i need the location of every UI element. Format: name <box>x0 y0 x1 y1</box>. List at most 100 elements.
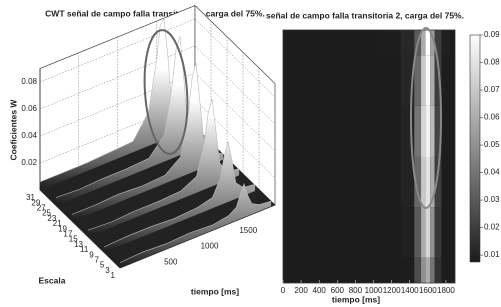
heatmap-cell <box>378 157 401 208</box>
colorbar-tick-label: 0.04 <box>484 168 500 177</box>
y-tick-label: 9 <box>89 250 94 259</box>
heatmap-cell <box>441 207 450 258</box>
heatmap-cell <box>351 258 378 283</box>
heatmap-cell <box>450 30 455 55</box>
x-tick-label: 1600 <box>419 286 437 295</box>
heatmap-cell <box>450 258 455 283</box>
x-tick-label: 800 <box>349 286 363 295</box>
heatmap-cell <box>441 30 450 55</box>
heatmap-cell <box>324 258 351 283</box>
heatmap-cell <box>421 207 426 258</box>
heatmap-cell <box>414 207 421 258</box>
x-tick-label: 400 <box>313 286 327 295</box>
heatmap-cell <box>421 30 426 55</box>
heatmap-cell <box>324 207 351 258</box>
heatmap-cell <box>441 106 450 157</box>
heatmap-cell <box>283 30 297 55</box>
x-tick-label: 200 <box>294 286 308 295</box>
chart-title: señal de campo falla transitoria 2, carg… <box>266 10 464 20</box>
z-tick-label: 0.08 <box>21 77 37 86</box>
heatmap-cell <box>426 207 431 258</box>
y-axis-label: Escala <box>39 275 66 285</box>
heatmap-cell <box>297 30 324 55</box>
heatmap-cell <box>351 106 378 157</box>
colorbar-tick-label: 0.02 <box>484 223 500 232</box>
heatmap-cell <box>283 157 297 208</box>
colorbar-tick-label: 0.08 <box>484 58 500 67</box>
x-tick-label: 1500 <box>239 226 257 235</box>
z-axis-label: Coeficientes W <box>8 99 18 161</box>
heatmap-cell <box>430 55 435 106</box>
heatmap-cell <box>426 55 431 106</box>
heatmap-cell <box>324 106 351 157</box>
heatmap-cell <box>283 258 297 283</box>
heatmap-cell <box>401 258 415 283</box>
heatmap-cell <box>441 258 450 283</box>
y-tick-label: 5 <box>100 261 105 270</box>
heatmap-cell <box>378 30 401 55</box>
heatmap-cell <box>351 157 378 208</box>
heatmap-cell <box>450 207 455 258</box>
heatmap-cell <box>421 258 426 283</box>
y-tick-label: 7 <box>95 256 100 265</box>
z-tick-label: 0.06 <box>21 104 37 113</box>
heatmap-cell <box>421 157 426 208</box>
colorbar-tick-label: 0.09 <box>484 30 500 39</box>
y-tick-label: 1 <box>111 271 116 280</box>
x-tick-label: 1800 <box>437 286 455 295</box>
x-tick-label: 500 <box>164 257 178 266</box>
heatmap-cell <box>297 258 324 283</box>
heatmap-cell <box>324 30 351 55</box>
heatmap-cell <box>283 106 297 157</box>
figure: CWT señal de campo falla transitoria 2, … <box>0 0 501 307</box>
heatmap-cell <box>426 30 431 55</box>
heatmap-cell <box>324 157 351 208</box>
colorbar-tick-label: 0.01 <box>484 250 500 259</box>
colorbar-tick-label: 0.07 <box>484 85 500 94</box>
heatmap-cell <box>297 157 324 208</box>
heatmap-cell <box>414 106 421 157</box>
heatmap-cell <box>378 258 401 283</box>
colorbar-tick-label: 0.06 <box>484 113 500 122</box>
z-tick-label: 0.04 <box>21 131 37 140</box>
heatmap-cell <box>435 207 442 258</box>
x-tick-label: 0 <box>281 286 286 295</box>
heatmap-cell <box>421 106 426 157</box>
x-tick-label: 1000 <box>201 242 219 251</box>
y-tick-label: 3 <box>105 266 110 275</box>
heatmap-cell <box>430 106 435 157</box>
z-tick-label: 0.02 <box>21 158 37 167</box>
heatmap-cell <box>351 55 378 106</box>
heatmap-cell <box>435 258 442 283</box>
heatmap-cell <box>324 55 351 106</box>
heatmap-cell <box>297 55 324 106</box>
heatmap-cell <box>450 55 455 106</box>
heatmap-cell <box>351 207 378 258</box>
x-axis-label: tiempo [ms] <box>191 286 239 296</box>
heatmap-cell <box>297 207 324 258</box>
heatmap-cell <box>426 258 431 283</box>
heatmap-cell <box>283 55 297 106</box>
x-tick-label: 1400 <box>401 286 419 295</box>
heatmap-cell <box>283 207 297 258</box>
chart-title: CWT señal de campo falla transitoria 2, … <box>45 8 265 18</box>
y-tick-label: 11 <box>80 245 89 254</box>
heatmap-cell <box>421 55 426 106</box>
heatmap-cell <box>430 207 435 258</box>
heatmap-cell <box>351 30 378 55</box>
heatmap-cell <box>378 106 401 157</box>
x-tick-label: 1200 <box>383 286 401 295</box>
heatmap-cell <box>430 258 435 283</box>
heatmap-cell <box>401 30 415 55</box>
heatmap-cell <box>450 106 455 157</box>
x-tick-label: 600 <box>331 286 345 295</box>
heatmap-cell <box>441 157 450 208</box>
heatmap-cell <box>378 207 401 258</box>
colorbar-tick-label: 0.05 <box>484 140 500 149</box>
heatmap-cell <box>426 157 431 208</box>
colorbar <box>470 35 480 262</box>
heatmap-cell <box>426 106 431 157</box>
heatmap-cell <box>450 157 455 208</box>
heatmap-cell <box>401 207 415 258</box>
